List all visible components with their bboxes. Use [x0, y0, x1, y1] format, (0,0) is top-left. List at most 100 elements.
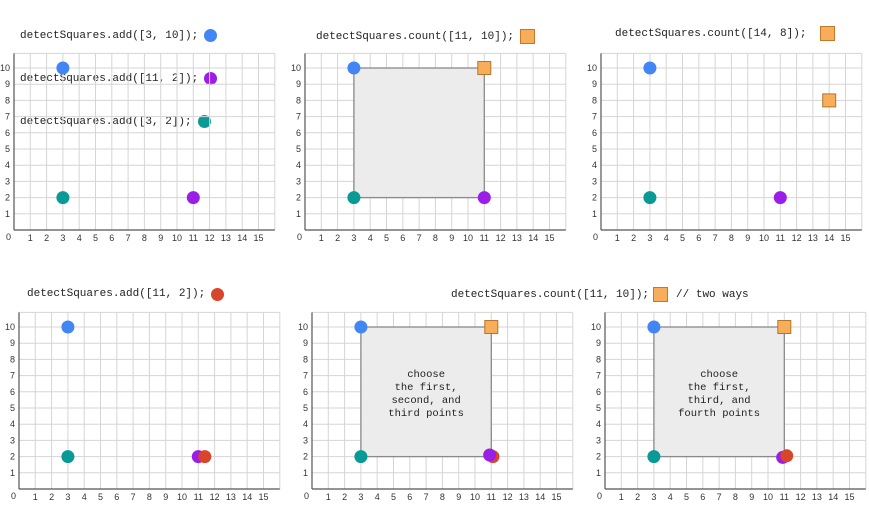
code-add-2: detectSquares.add([11, 2]); [20, 72, 199, 85]
x-tick-label: 4 [664, 233, 669, 243]
code-comment: // two ways [676, 288, 749, 301]
square-note-line: second, and [391, 395, 460, 407]
square-note-line: third, and [688, 395, 751, 407]
x-tick-label: 4 [77, 233, 82, 243]
x-tick-label: 10 [463, 233, 473, 243]
y-tick-label: 9 [296, 79, 301, 89]
x-tick-label: 14 [535, 492, 545, 502]
square-note-line: the first, [395, 382, 458, 394]
x-tick-label: 8 [440, 492, 445, 502]
x-tick-label: 3 [358, 492, 363, 502]
square-note-line: the first, [688, 382, 751, 394]
x-tick-label: 10 [470, 492, 480, 502]
y-tick-label: 9 [10, 338, 15, 348]
origin-label: 0 [11, 491, 16, 501]
y-tick-label: 5 [296, 144, 301, 154]
x-tick-label: 15 [544, 233, 554, 243]
x-tick-label: 11 [194, 492, 203, 502]
origin-label: 0 [593, 232, 598, 242]
x-tick-label: 2 [335, 233, 340, 243]
y-tick-label: 6 [303, 387, 308, 397]
y-tick-label: 8 [5, 95, 10, 105]
x-tick-label: 15 [258, 492, 268, 502]
x-tick-label: 5 [391, 492, 396, 502]
y-tick-label: 1 [10, 468, 15, 478]
origin-label: 0 [597, 491, 602, 501]
y-tick-label: 4 [303, 419, 308, 429]
add-code-block: detectSquares.add([3, 10]); detectSquare… [20, 0, 218, 143]
y-tick-label: 10 [0, 63, 10, 73]
query-point-orange [822, 93, 837, 108]
y-tick-label: 9 [596, 338, 601, 348]
x-tick-label: 14 [528, 233, 538, 243]
x-tick-label: 3 [65, 492, 70, 502]
x-tick-label: 14 [237, 233, 247, 243]
y-tick-label: 1 [596, 468, 601, 478]
x-tick-label: 13 [519, 492, 529, 502]
square-note-line: choose [700, 369, 738, 381]
y-tick-label: 5 [303, 403, 308, 413]
y-tick-label: 6 [296, 128, 301, 138]
x-tick-label: 13 [512, 233, 522, 243]
y-tick-label: 1 [592, 209, 597, 219]
y-tick-label: 9 [592, 79, 597, 89]
count-code-1: detectSquares.count([11, 10]); [316, 29, 536, 44]
y-tick-label: 9 [303, 338, 308, 348]
point-teal [643, 191, 657, 205]
x-tick-label: 9 [158, 233, 163, 243]
x-tick-label: 15 [253, 233, 263, 243]
x-tick-label: 5 [684, 492, 689, 502]
y-tick-label: 7 [596, 371, 601, 381]
grid-panel-5: 0 1 2 3 4 5 6 7 8 9 10 11 12 13 14 1512345678910chooset… [298, 311, 574, 502]
x-tick-label: 7 [713, 233, 718, 243]
x-tick-label: 2 [635, 492, 640, 502]
x-tick-label: 11 [189, 233, 198, 243]
x-tick-label: 1 [28, 233, 33, 243]
y-tick-label: 3 [596, 435, 601, 445]
x-tick-label: 1 [319, 233, 324, 243]
y-tick-label: 2 [303, 452, 308, 462]
x-tick-label: 10 [172, 233, 182, 243]
x-tick-label: 10 [177, 492, 187, 502]
add-code-4: detectSquares.add([11, 2]); [27, 287, 225, 301]
x-tick-label: 6 [109, 233, 114, 243]
purple-point-legend [204, 72, 218, 85]
count-code-2: detectSquares.count([14, 8]); [615, 26, 836, 41]
count-code-3: detectSquares.count([11, 10]); // two way… [451, 287, 749, 302]
x-tick-label: 11 [776, 233, 785, 243]
x-tick-label: 6 [696, 233, 701, 243]
x-tick-label: 5 [680, 233, 685, 243]
x-tick-label: 1 [33, 492, 38, 502]
x-tick-label: 8 [733, 492, 738, 502]
point-blue [347, 61, 361, 75]
point-teal [61, 450, 75, 464]
y-tick-label: 4 [596, 419, 601, 429]
y-tick-label: 1 [303, 468, 308, 478]
y-tick-label: 8 [10, 354, 15, 364]
query-point-legend [520, 29, 536, 44]
x-tick-label: 14 [824, 233, 834, 243]
y-tick-label: 5 [5, 144, 10, 154]
x-tick-label: 3 [647, 233, 652, 243]
point-red [198, 450, 212, 464]
y-tick-label: 8 [596, 354, 601, 364]
x-tick-label: 12 [503, 492, 513, 502]
x-tick-label: 14 [242, 492, 252, 502]
y-tick-label: 5 [592, 144, 597, 154]
x-tick-label: 15 [840, 233, 850, 243]
x-tick-label: 6 [407, 492, 412, 502]
query-point-orange [777, 320, 792, 334]
x-tick-label: 7 [717, 492, 722, 502]
teal-point-legend [197, 115, 211, 128]
red-point-legend [211, 287, 225, 301]
y-tick-label: 2 [5, 193, 10, 203]
x-tick-label: 12 [796, 492, 806, 502]
y-tick-label: 8 [303, 354, 308, 364]
x-tick-label: 13 [808, 233, 818, 243]
square-note-line: third points [388, 408, 464, 420]
x-tick-label: 9 [745, 233, 750, 243]
square-note-line: choose [407, 369, 445, 381]
